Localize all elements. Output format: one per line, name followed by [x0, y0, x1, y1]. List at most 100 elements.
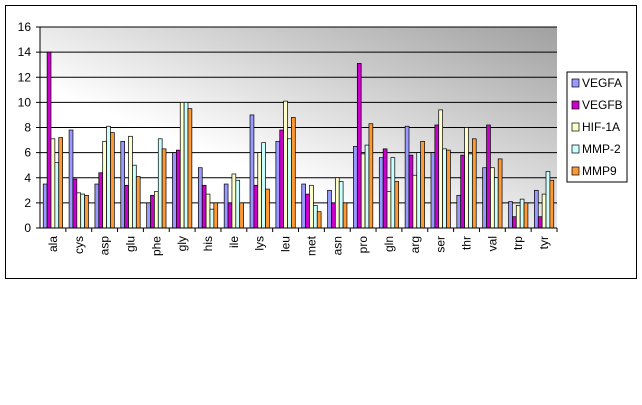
bar [331, 202, 336, 229]
bar [420, 140, 425, 229]
bar [84, 194, 89, 229]
x-tick-label: ala [46, 236, 60, 252]
bar [205, 193, 211, 229]
bar [442, 148, 447, 229]
bar [519, 198, 525, 229]
y-tick-label: 12 [18, 70, 32, 84]
bar [161, 148, 167, 229]
x-tick-label: trp [511, 236, 525, 250]
bar [209, 208, 215, 229]
bar [378, 157, 384, 229]
bar [46, 51, 52, 229]
legend-label: HIF-1A [582, 120, 620, 134]
bar [275, 140, 281, 229]
bar [102, 140, 107, 229]
bar [482, 167, 487, 229]
bar [305, 193, 310, 229]
bar [334, 177, 340, 229]
bar [460, 154, 465, 229]
legend-swatch [571, 166, 580, 176]
bar [128, 135, 133, 229]
bar [368, 123, 374, 229]
x-tick-label: gly [175, 236, 189, 251]
bar [446, 149, 451, 229]
bar [468, 153, 473, 229]
legend-label: VEGFA [582, 76, 622, 90]
bar [360, 153, 366, 229]
bar [154, 191, 159, 229]
bar [68, 129, 74, 229]
bar [124, 184, 129, 229]
bar [541, 193, 547, 229]
x-tick-label: arg [408, 236, 422, 253]
bar [523, 202, 529, 229]
bar [80, 193, 85, 229]
bar [187, 108, 193, 229]
y-tick-label: 4 [24, 171, 31, 185]
bar [227, 202, 233, 229]
bar [456, 194, 462, 229]
x-tick-label: glu [123, 236, 137, 252]
bar [94, 183, 100, 229]
bar [364, 144, 370, 229]
bar [172, 152, 177, 229]
bar [353, 145, 358, 229]
x-tick-label: gln [382, 236, 396, 252]
bar [434, 124, 440, 229]
bar [549, 179, 555, 229]
legend-swatch [571, 122, 580, 132]
bar [464, 127, 469, 229]
bar [249, 114, 255, 229]
bar [106, 125, 111, 229]
x-tick-label: met [304, 235, 318, 256]
bar [239, 202, 244, 229]
x-tick-label: pro [356, 236, 370, 254]
bar [120, 140, 126, 229]
bar [534, 189, 539, 229]
bar [253, 184, 259, 229]
x-tick-label: lys [253, 236, 267, 251]
y-tick-label: 14 [18, 45, 32, 59]
bar [110, 132, 115, 229]
x-tick-label: thr [460, 236, 474, 250]
bar [179, 102, 185, 229]
bar [545, 171, 551, 229]
bar [235, 179, 241, 229]
bar [98, 172, 104, 229]
bar [283, 100, 288, 229]
bar [213, 202, 219, 229]
y-tick-label: 10 [18, 95, 32, 109]
bar [265, 188, 270, 229]
bar [257, 152, 263, 229]
bar [394, 181, 400, 229]
bar [146, 202, 151, 229]
x-tick-label: phe [149, 236, 163, 256]
x-tick-label: leu [279, 236, 293, 252]
bar [338, 181, 344, 229]
bar [404, 125, 410, 229]
x-tick-label: asp [98, 236, 112, 256]
x-tick-label: his [201, 236, 215, 251]
bar [201, 184, 207, 229]
bar [231, 173, 237, 229]
bar [416, 152, 421, 229]
bar [515, 205, 521, 229]
x-tick-label: cys [72, 236, 86, 254]
x-tick-label: ile [227, 236, 241, 248]
bar [309, 184, 314, 229]
bar [287, 138, 292, 229]
legend-swatch [571, 144, 580, 154]
bar [537, 216, 543, 229]
x-tick-label: tyr [537, 236, 551, 249]
bar [183, 102, 189, 229]
bar [135, 176, 141, 229]
y-tick-label: 0 [24, 221, 31, 235]
y-tick-label: 8 [24, 121, 31, 135]
bar [150, 194, 155, 229]
bar [197, 167, 203, 229]
x-tick-label: ser [434, 236, 448, 253]
bar [408, 154, 414, 229]
legend-swatch [571, 100, 580, 110]
bar [497, 158, 503, 229]
